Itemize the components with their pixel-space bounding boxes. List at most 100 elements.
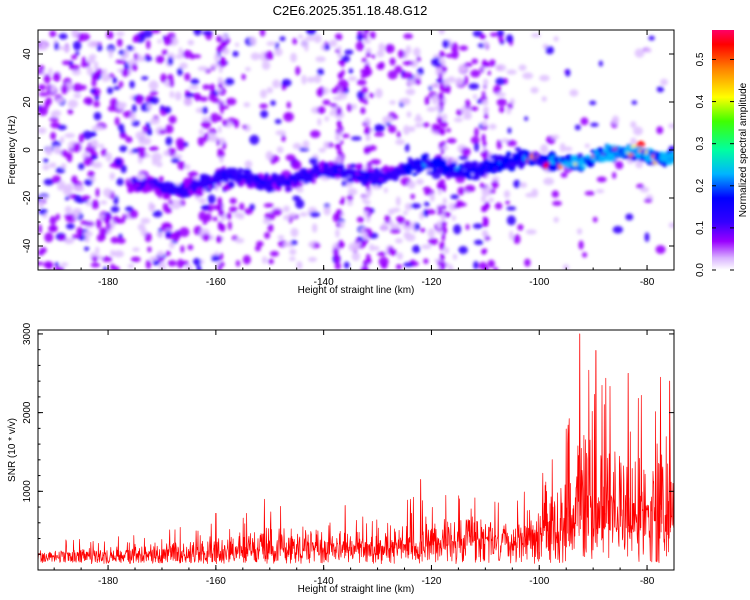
heatmap-noise-blob	[276, 146, 284, 154]
heatmap-noise-blob	[131, 104, 137, 114]
heatmap-noise-blob	[431, 172, 441, 180]
heatmap-noise-blob	[656, 126, 664, 135]
heatmap-noise-blob	[120, 164, 127, 174]
heatmap-noise-blob	[635, 160, 644, 169]
heatmap-noise-blob	[453, 117, 463, 123]
heatmap-noise-blob	[193, 92, 201, 102]
heatmap-noise-blob	[507, 127, 512, 134]
heatmap-streak-blob	[335, 254, 340, 264]
heatmap-streak-blob	[363, 211, 369, 217]
heatmap-noise-blob	[91, 79, 97, 87]
colorbar-tick-label: 0.3	[695, 136, 706, 150]
heatmap-noise-blob	[582, 252, 588, 258]
heatmap-noise-blob	[50, 131, 57, 140]
heatmap-noise-blob	[54, 41, 59, 51]
heatmap-noise-blob	[428, 237, 439, 246]
colorbar-tick-label: 0.5	[695, 52, 706, 66]
heatmap-ridge-blob	[665, 159, 674, 165]
heatmap-noise-blob	[156, 231, 164, 238]
heatmap-noise-blob	[51, 140, 62, 148]
snr-x-tick-label: -140	[314, 576, 334, 587]
heatmap-noise-blob	[126, 45, 134, 51]
heatmap-noise-blob	[403, 125, 410, 136]
heatmap-noise-blob	[395, 238, 403, 244]
heatmap-noise-blob	[163, 150, 170, 157]
heatmap-noise-blob	[304, 35, 316, 42]
heatmap-noise-blob	[450, 194, 460, 200]
heatmap-noise-blob	[518, 64, 527, 71]
heatmap-noise-blob	[283, 214, 291, 221]
heatmap-noise-blob	[57, 124, 67, 131]
heatmap-streak-blob	[437, 124, 441, 133]
heatmap-noise-blob	[72, 69, 81, 76]
heatmap-noise-blob	[543, 177, 555, 186]
heatmap-noise-blob	[371, 54, 376, 59]
heatmap-streak-blob	[363, 146, 370, 155]
heatmap-noise-blob	[266, 41, 277, 46]
heatmap-noise-blob	[49, 215, 57, 225]
heatmap-noise-blob	[263, 218, 271, 225]
heatmap-streak-blob	[363, 266, 369, 270]
heatmap-noise-blob	[105, 152, 113, 162]
heatmap-noise-blob	[109, 97, 118, 108]
heatmap-noise-blob	[51, 109, 62, 117]
heatmap-streak-blob	[443, 78, 449, 87]
heatmap-noise-blob	[48, 117, 59, 122]
heatmap-noise-blob	[66, 154, 73, 163]
heatmap-streak-blob	[337, 52, 343, 59]
heatmap-noise-blob	[412, 244, 421, 254]
heatmap-noise-blob	[193, 30, 202, 36]
heatmap-noise-blob	[283, 205, 290, 213]
heatmap-noise-blob	[51, 175, 62, 184]
heatmap-noise-blob	[241, 73, 246, 81]
heatmap-noise-blob	[506, 206, 517, 211]
heatmap-noise-blob	[506, 107, 512, 115]
heatmap-noise-blob	[177, 67, 183, 76]
heatmap-noise-blob	[644, 198, 653, 203]
heatmap-ridge-blob	[196, 187, 204, 194]
heatmap-streak-blob	[364, 117, 371, 124]
heatmap-noise-blob	[158, 129, 167, 135]
heatmap-noise-blob	[235, 260, 241, 267]
heatmap-noise-blob	[306, 30, 317, 36]
heatmap-noise-blob	[431, 94, 439, 105]
heatmap-noise-blob	[668, 222, 674, 229]
heatmap-noise-blob	[636, 183, 645, 189]
heatmap-noise-blob	[180, 245, 185, 253]
heatmap-noise-blob	[228, 206, 238, 213]
heatmap-noise-blob	[422, 122, 430, 128]
heatmap-noise-blob	[317, 68, 325, 76]
heatmap-noise-blob	[317, 117, 322, 126]
heatmap-noise-blob	[103, 266, 108, 270]
heatmap-ridge-blob	[630, 155, 638, 162]
heatmap-noise-blob	[58, 33, 68, 40]
heatmap-noise-blob	[369, 31, 376, 39]
heatmap-ridge-blob	[284, 187, 293, 191]
heatmap-noise-blob	[249, 134, 260, 145]
heatmap-noise-blob	[356, 216, 365, 223]
heatmap-noise-blob	[82, 130, 93, 140]
heatmap-noise-blob	[274, 47, 283, 57]
heatmap-noise-blob	[158, 261, 167, 270]
heatmap-noise-blob	[201, 233, 211, 242]
heatmap-noise-blob	[277, 235, 285, 240]
heatmap-noise-blob	[55, 149, 62, 154]
heatmap-noise-blob	[242, 124, 247, 130]
heatmap-noise-blob	[408, 126, 416, 132]
heatmap-noise-blob	[209, 83, 216, 93]
heatmap-noise-blob	[212, 216, 218, 222]
heatmap-noise-blob	[96, 44, 103, 52]
heatmap-noise-blob	[291, 160, 302, 170]
heatmap-streak-blob	[217, 204, 223, 212]
heatmap-streak-blob	[219, 156, 224, 163]
heatmap-ridge-blob	[159, 176, 164, 182]
heatmap-y-label: Frequency (Hz)	[7, 116, 18, 185]
heatmap-noise-blob	[465, 224, 470, 231]
heatmap-noise-blob	[71, 54, 78, 60]
heatmap-noise-blob	[72, 40, 82, 51]
heatmap-noise-blob	[115, 31, 125, 37]
heatmap-ridge-blob	[223, 176, 229, 183]
heatmap-noise-blob	[224, 77, 235, 86]
heatmap-ridge-blob	[243, 171, 251, 177]
